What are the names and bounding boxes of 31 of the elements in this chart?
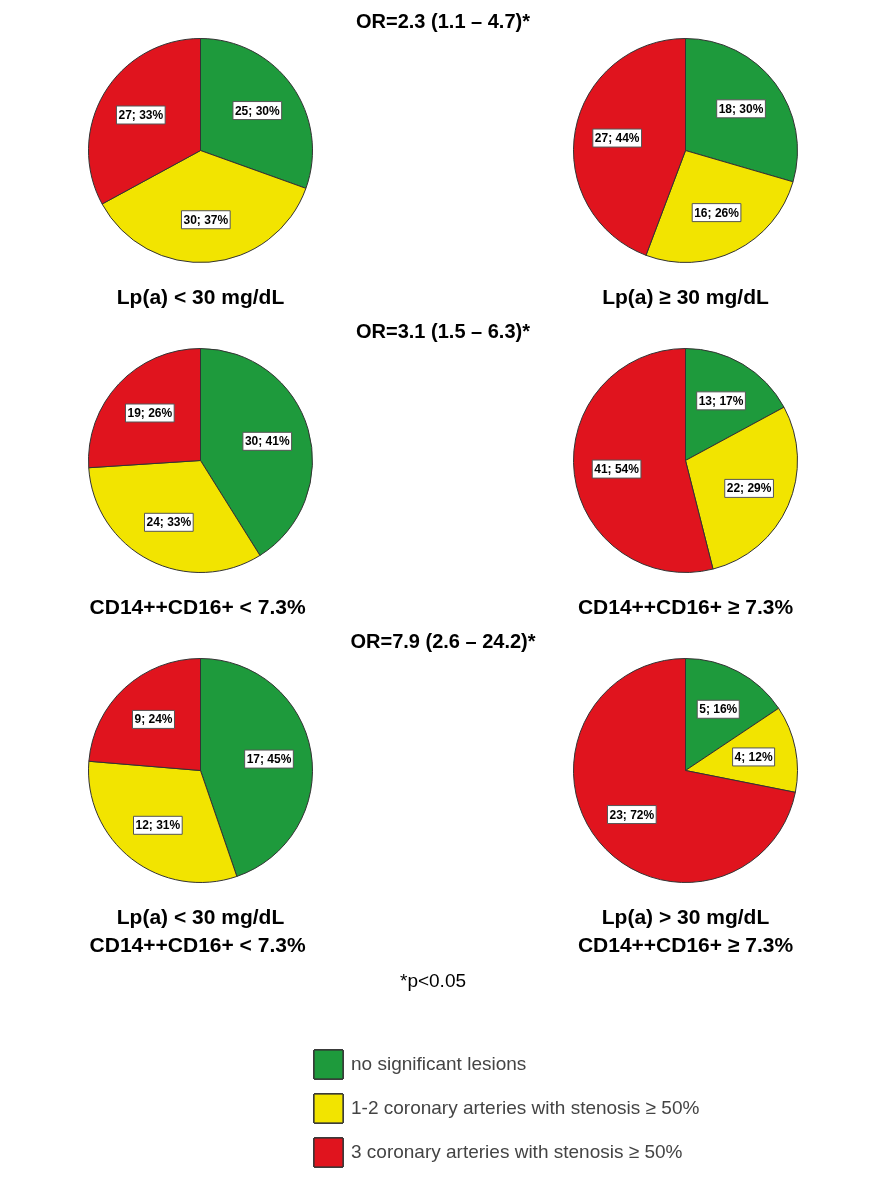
legend-label: no significant lesions [351, 1053, 527, 1075]
data-label: 24; 33% [146, 515, 192, 530]
data-label: 9; 24% [134, 712, 173, 727]
text: CD14++CD16+ < 7.3% [89, 595, 306, 618]
data-label: 22; 29% [726, 481, 772, 496]
text: OR=3.1 (1.5 – 6.3)* [356, 319, 531, 342]
data-label: 12; 31% [135, 818, 181, 833]
legend-label: 1-2 coronary arteries with stenosis ≥ 50% [351, 1097, 700, 1119]
data-label: 25; 30% [234, 103, 280, 118]
data-label: 23; 72% [609, 807, 655, 822]
text: Lp(a) > 30 mg/dL CD14++CD16+ ≥ 7.3% [577, 905, 794, 956]
data-label: 13; 17% [698, 393, 744, 408]
text: CD14++CD16+ ≥ 7.3% [577, 595, 794, 618]
text: OR=7.9 (2.6 – 24.2)* [350, 629, 536, 652]
data-label: 19; 26% [127, 406, 173, 421]
text: Lp(a) < 30 mg/dL [116, 285, 285, 308]
data-label: 17; 45% [246, 752, 292, 767]
data-label: 41; 54% [594, 462, 640, 477]
text: Lp(a) < 30 mg/dL CD14++CD16+ < 7.3% [89, 905, 306, 956]
text: Lp(a) ≥ 30 mg/dL [602, 285, 770, 308]
data-label: 4; 12% [734, 749, 773, 764]
text: OR=2.3 (1.1 – 4.7)* [356, 9, 531, 32]
data-label: 16; 26% [694, 205, 740, 220]
data-label: 30; 37% [183, 212, 229, 227]
data-label: 30; 41% [244, 434, 290, 449]
data-label: 27; 44% [594, 131, 640, 146]
text: *p<0.05 [399, 970, 467, 991]
data-label: 27; 33% [118, 108, 164, 123]
data-label: 5; 16% [699, 702, 738, 717]
legend-label: 3 coronary arteries with stenosis ≥ 50% [351, 1141, 683, 1163]
data-label: 18; 30% [718, 101, 764, 116]
